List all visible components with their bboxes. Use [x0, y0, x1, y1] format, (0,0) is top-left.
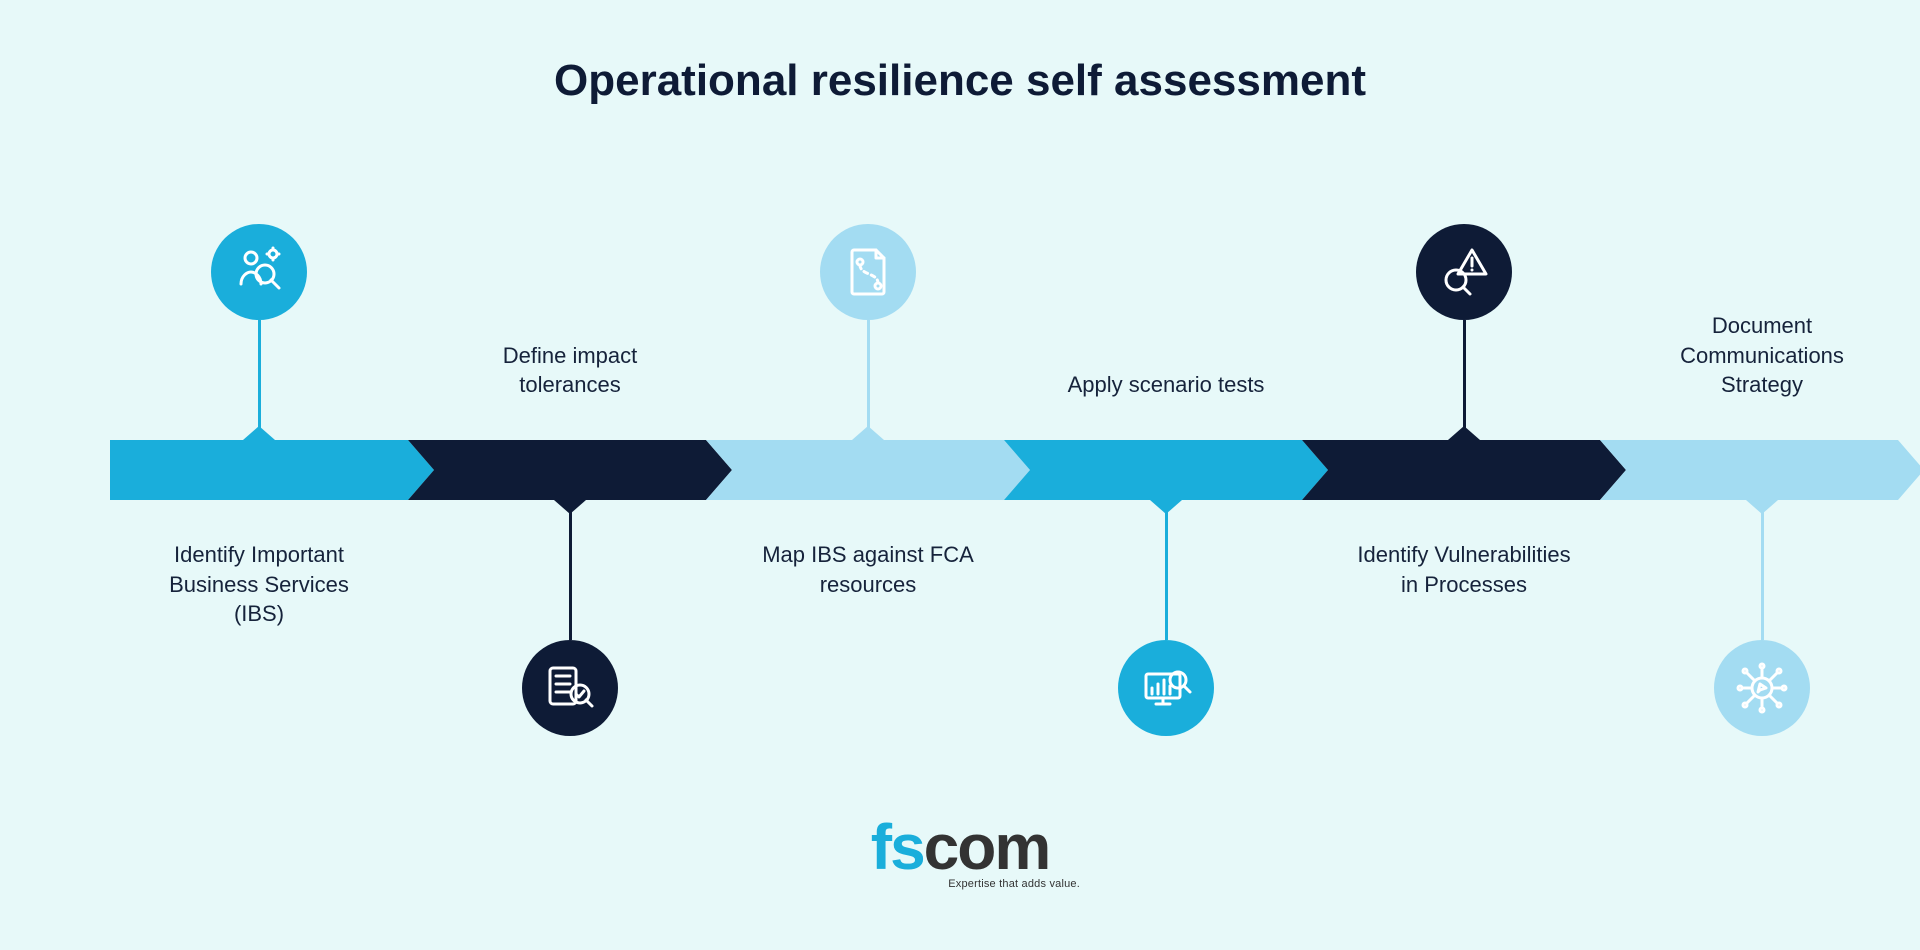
step-label-1: Identify Important Business Services (IB… — [129, 540, 389, 629]
route-doc-icon — [820, 224, 916, 320]
warn-search-icon — [1416, 224, 1512, 320]
chart-search-icon — [1118, 640, 1214, 736]
step-label-5: Identify Vulnerabilities in Processes — [1324, 540, 1604, 599]
stem-3 — [867, 320, 870, 440]
stem-4 — [1165, 500, 1168, 640]
brand-fs: fs — [871, 811, 924, 883]
arrow-segment-5 — [1302, 440, 1626, 505]
infographic-canvas: Operational resilience self assessment I… — [0, 0, 1920, 950]
stem-1 — [258, 320, 261, 440]
page-title: Operational resilience self assessment — [0, 56, 1920, 106]
network-megaphone-icon — [1714, 640, 1810, 736]
brand-wordmark: fscom — [810, 810, 1110, 884]
arrow-segment-1 — [110, 440, 434, 505]
arrow-segment-3 — [706, 440, 1030, 505]
step-label-3: Map IBS against FCA resources — [728, 540, 1008, 599]
stem-2 — [569, 500, 572, 640]
brand-com: com — [924, 811, 1050, 883]
step-label-2: Define impact tolerances — [460, 341, 680, 400]
arrow-segment-6 — [1600, 440, 1920, 505]
checklist-search-icon — [522, 640, 618, 736]
brand-tagline: Expertise that adds value. — [810, 878, 1110, 890]
person-search-icon — [211, 224, 307, 320]
arrow-segment-4 — [1004, 440, 1328, 505]
arrow-segment-2 — [408, 440, 732, 505]
stem-5 — [1463, 320, 1466, 440]
stem-6 — [1761, 500, 1764, 640]
step-label-4: Apply scenario tests — [1036, 370, 1296, 400]
brand-logo: fscomExpertise that adds value. — [810, 810, 1110, 890]
step-label-6: Document Communications Strategy — [1652, 311, 1872, 400]
